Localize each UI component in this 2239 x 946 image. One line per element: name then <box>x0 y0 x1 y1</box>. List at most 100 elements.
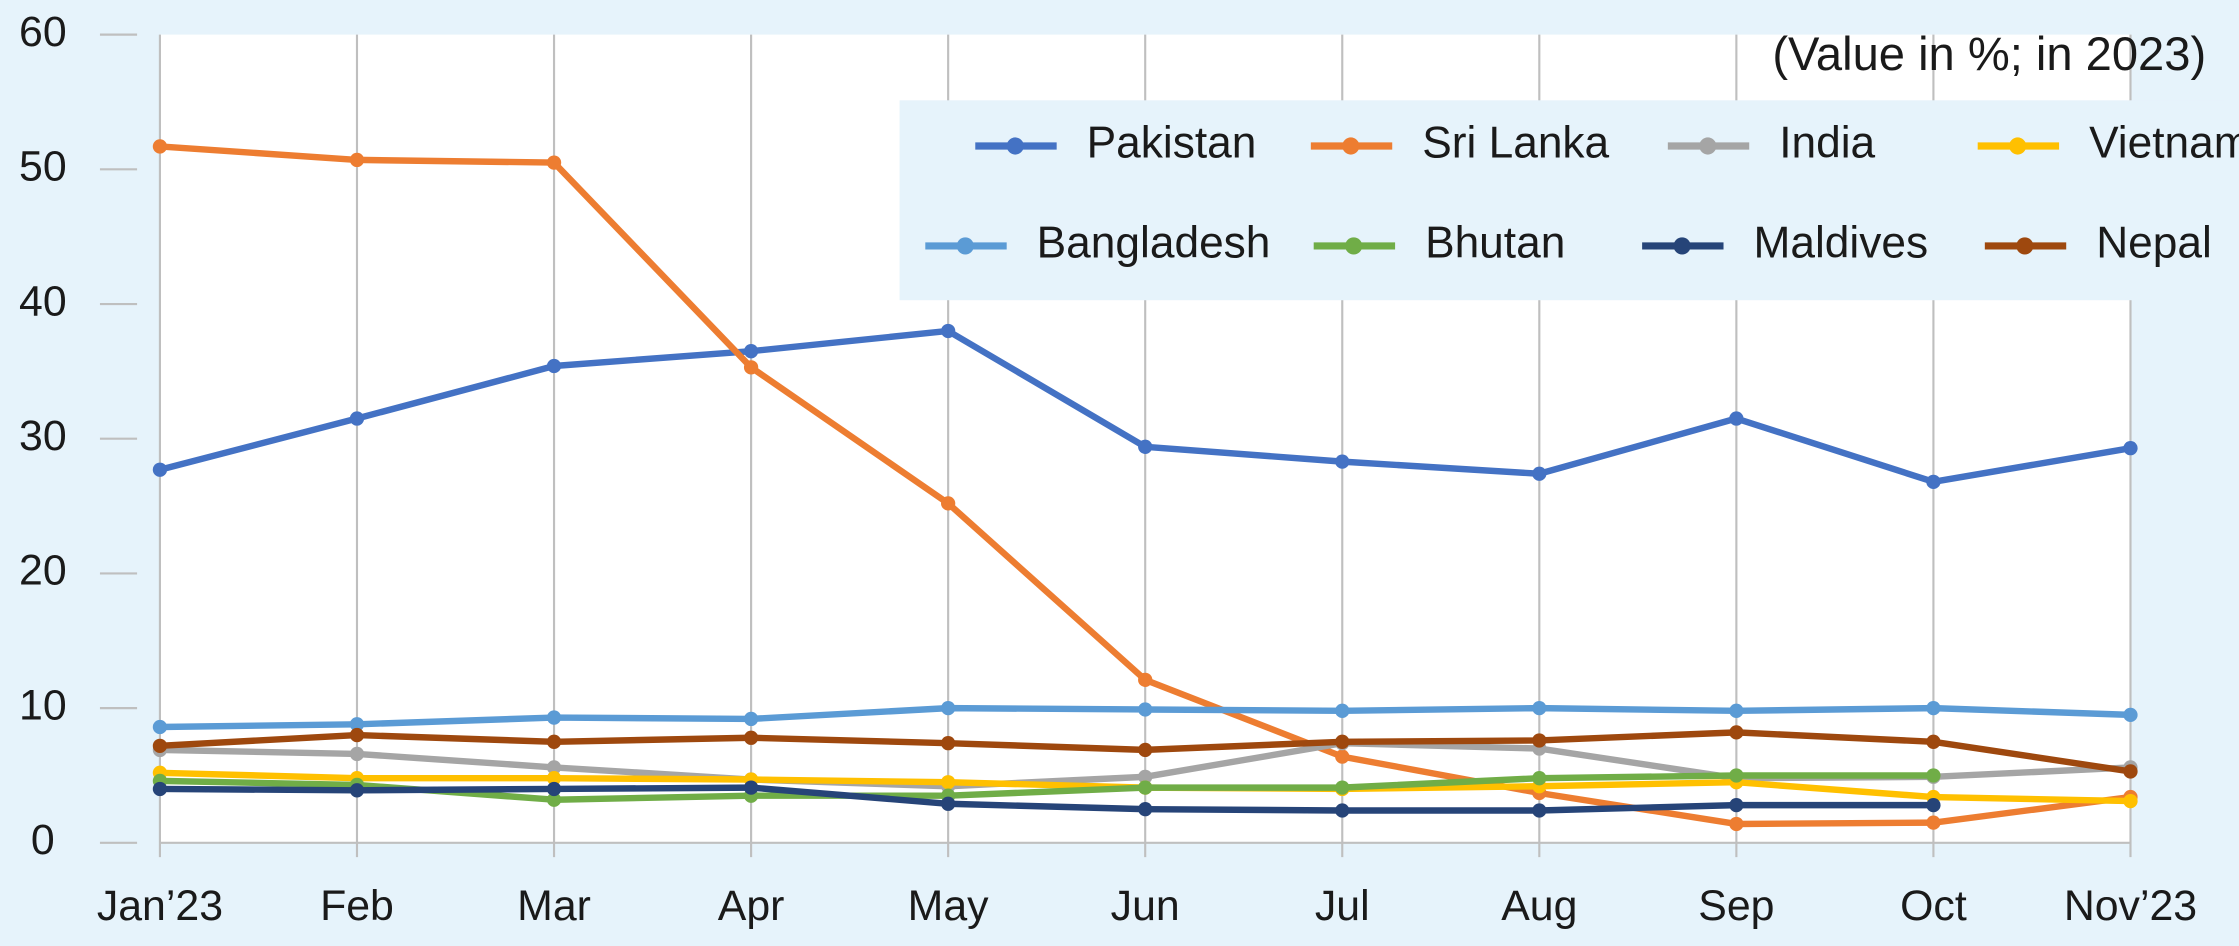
point <box>743 344 759 359</box>
point <box>546 358 562 374</box>
point <box>1729 703 1744 718</box>
point <box>1926 797 1941 813</box>
x-tick-label: May <box>908 882 989 930</box>
point <box>1138 769 1153 784</box>
point <box>546 781 562 797</box>
point <box>546 760 562 775</box>
point <box>1138 702 1153 717</box>
point <box>2123 764 2138 779</box>
legend-dot <box>956 237 974 255</box>
point <box>1532 700 1547 716</box>
point <box>1138 672 1153 687</box>
point <box>1926 815 1941 830</box>
legend-dot <box>1699 137 1717 155</box>
point <box>743 360 759 375</box>
series-line <box>159 784 1934 814</box>
legend-label: India <box>1779 119 1875 168</box>
x-tick-label: Feb <box>320 882 394 930</box>
y-tick-label: 0 <box>31 816 55 864</box>
y-tick-label: 30 <box>19 412 67 460</box>
point <box>152 462 168 477</box>
x-tick-label: Oct <box>1900 882 1967 930</box>
point <box>1729 797 1744 813</box>
point <box>941 736 956 751</box>
point <box>941 323 956 339</box>
point <box>152 781 168 797</box>
point <box>1532 733 1547 748</box>
point <box>152 738 168 753</box>
point <box>1335 734 1350 749</box>
point <box>1532 803 1547 818</box>
point <box>941 496 956 511</box>
legend-label: Maldives <box>1754 219 1929 268</box>
point <box>941 775 956 790</box>
legend-label: Pakistan <box>1087 119 1257 168</box>
point <box>546 792 562 807</box>
point <box>349 783 365 798</box>
legend-dot <box>1345 237 1363 255</box>
point <box>941 700 956 716</box>
point <box>1138 802 1153 817</box>
point <box>1138 780 1153 795</box>
legend-label: Bhutan <box>1425 219 1565 268</box>
point <box>1335 703 1350 718</box>
point <box>349 152 365 168</box>
point <box>1729 411 1744 426</box>
point <box>1138 439 1153 454</box>
point <box>1532 771 1547 786</box>
point <box>546 710 562 725</box>
x-tick-label: Aug <box>1501 882 1577 930</box>
legend-dot <box>2009 137 2027 155</box>
legend-label: Vietnam <box>2089 119 2239 168</box>
point <box>349 411 365 426</box>
point <box>349 727 365 743</box>
point <box>941 796 956 811</box>
x-tick-label: Jun <box>1111 882 1180 930</box>
legend-dot <box>1342 137 1360 155</box>
point <box>1335 780 1350 795</box>
point <box>1926 474 1941 489</box>
y-tick-label: 10 <box>19 681 67 729</box>
point <box>1926 734 1941 749</box>
point <box>1926 768 1941 783</box>
x-tick-label: Jan’23 <box>97 882 223 930</box>
point <box>1335 803 1350 818</box>
x-tick-label: Mar <box>517 882 591 930</box>
point <box>349 717 365 732</box>
legend-dot <box>1006 137 1024 155</box>
point <box>743 730 759 745</box>
legend-bg <box>899 100 2225 301</box>
point <box>1729 725 1744 740</box>
y-tick-label: 20 <box>19 547 67 595</box>
annotation: (Value in %; in 2023) <box>1772 27 2206 80</box>
legend-label: Sri Lanka <box>1422 119 1609 168</box>
point <box>1926 700 1941 716</box>
point <box>546 155 562 170</box>
point <box>1729 768 1744 783</box>
point <box>546 771 562 786</box>
point <box>2123 707 2138 723</box>
y-tick-label: 50 <box>19 143 67 191</box>
x-tick-label: Nov’23 <box>2064 882 2197 930</box>
x-tick-label: Jul <box>1315 882 1370 930</box>
point <box>743 711 759 727</box>
point <box>152 139 168 154</box>
legend-label: Nepal <box>2096 219 2212 268</box>
point <box>1729 816 1744 832</box>
point <box>2123 441 2138 456</box>
point <box>152 719 168 735</box>
point <box>1532 466 1547 481</box>
point <box>1335 749 1350 764</box>
x-tick-label: Sep <box>1698 882 1774 930</box>
legend-dot <box>1673 237 1691 255</box>
x-tick-label: Apr <box>718 882 785 930</box>
point <box>743 780 759 795</box>
legend-label: Bangladesh <box>1037 219 1271 268</box>
point <box>546 734 562 749</box>
point <box>349 746 365 762</box>
legend-dot <box>2016 237 2034 255</box>
point <box>1335 454 1350 469</box>
y-tick-label: 60 <box>19 8 67 56</box>
